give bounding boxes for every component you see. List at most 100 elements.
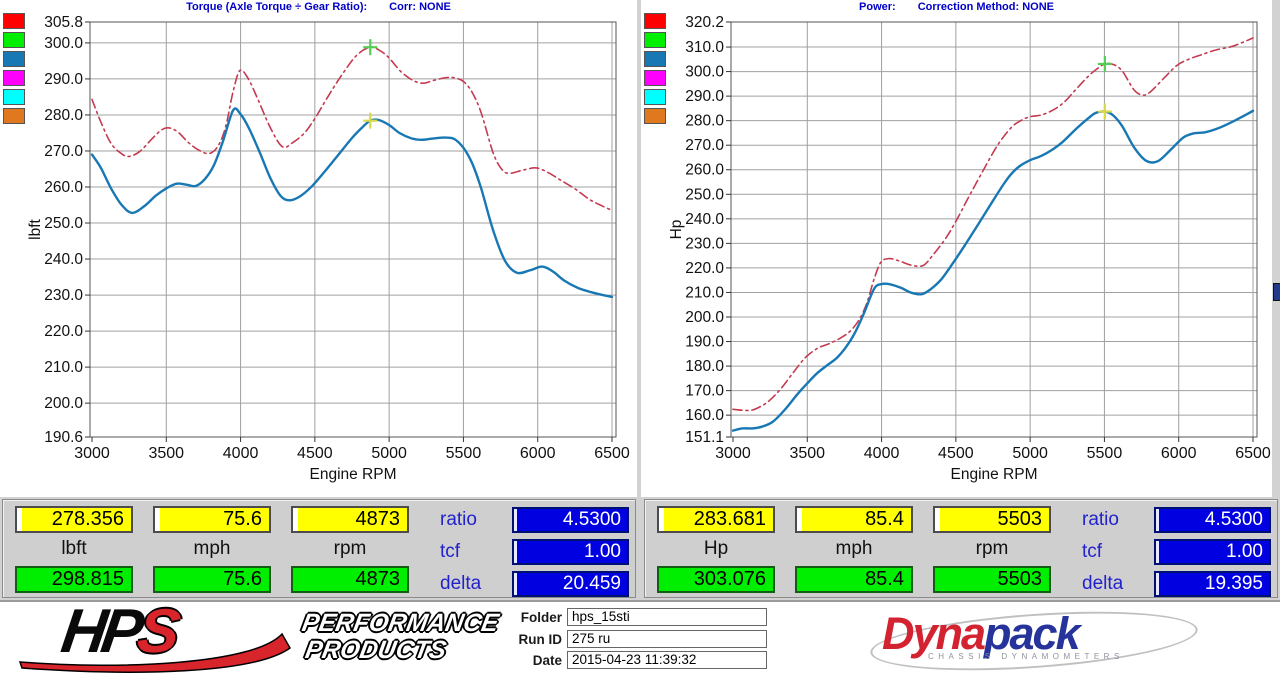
x-tick-label: 3500 — [148, 445, 184, 462]
x-tick-label: 4000 — [864, 445, 900, 462]
cursor-value-box: 85.4 — [795, 506, 913, 533]
plot-border — [730, 21, 1258, 438]
run-color-swatch[interactable] — [3, 13, 25, 29]
x-tick-label: 4000 — [223, 445, 259, 462]
y-tick-label: 190.6 — [44, 429, 83, 446]
torque-chart-title: Torque (Axle Torque ÷ Gear Ratio): Corr: … — [0, 1, 637, 13]
run-color-swatch[interactable] — [644, 89, 666, 105]
hps-tagline-line1: PERFORMANCE — [300, 609, 501, 637]
run-id-label: Run ID — [518, 632, 563, 647]
run-color-swatch[interactable] — [3, 70, 25, 86]
run-color-swatch[interactable] — [3, 32, 25, 48]
dynapack-logo: Dynapack CHASSIS DYNAMOMETERS — [868, 602, 1208, 674]
y-tick-label: 320.2 — [685, 14, 724, 31]
folder-label: Folder — [520, 610, 562, 625]
torque-plot-area[interactable]: 305.8 300.0 290.0 280.0 270.0 260.0 250.0 240.0… — [0, 0, 637, 497]
run-color-swatch[interactable] — [644, 13, 666, 29]
cursor-value-box: 5503 — [933, 506, 1051, 533]
power-correction-text: Correction Method: NONE — [917, 1, 1054, 13]
y-axis-title: lbft — [27, 218, 44, 239]
run-color-swatch[interactable] — [3, 89, 25, 105]
tcf-label: tcf — [440, 541, 461, 562]
tcf-field[interactable]: 1.00 — [1154, 539, 1271, 565]
x-tick-label: 6500 — [1235, 445, 1271, 462]
unit-label: rpm — [975, 538, 1009, 559]
delta-field[interactable]: 19.395 — [1154, 571, 1271, 597]
x-tick-label: 4500 — [297, 445, 333, 462]
cursor-value-box: 75.6 — [153, 506, 271, 533]
x-tick-label: 6000 — [520, 445, 556, 462]
hps-tagline: PERFORMANCE PRODUCTS — [295, 609, 501, 664]
y-tick-label: 290.0 — [685, 88, 724, 105]
y-tick-label: 300.0 — [685, 64, 724, 81]
x-tick-label: 4500 — [938, 445, 974, 462]
ratio-field[interactable]: 4.5300 — [512, 507, 629, 533]
hps-swoosh-graphic — [18, 632, 291, 673]
ratio-field[interactable]: 4.5300 — [1154, 507, 1271, 533]
hps-wordmark: HPS — [57, 597, 179, 666]
tcf-field[interactable]: 1.00 — [512, 539, 629, 565]
cursor-value-box: 4873 — [291, 506, 409, 533]
x-tick-label: 6500 — [594, 445, 630, 462]
hps-logo: HPS PERFORMANCE PRODUCTS — [14, 597, 501, 674]
run-id-field[interactable]: 275 ru — [567, 630, 767, 648]
run-color-legend — [644, 13, 668, 127]
run-color-legend — [3, 13, 27, 127]
y-tick-label: 220.0 — [44, 323, 83, 340]
y-tick-label: 180.0 — [685, 358, 724, 375]
y-tick-label: 160.0 — [685, 407, 724, 424]
y-tick-label: 290.0 — [44, 71, 83, 88]
power-chart-panel: Power: Correction Method: NONE 320.2 310.0… — [641, 0, 1272, 497]
y-tick-label: 260.0 — [44, 179, 83, 196]
run-color-swatch[interactable] — [644, 70, 666, 86]
y-tick-label: 220.0 — [685, 260, 724, 277]
y-tick-label: 260.0 — [685, 162, 724, 179]
y-tick-label: 280.0 — [685, 113, 724, 130]
run-color-swatch[interactable] — [3, 108, 25, 124]
run-color-swatch[interactable] — [3, 51, 25, 67]
y-tick-label: 200.0 — [685, 309, 724, 326]
footer-bar: HPS PERFORMANCE PRODUCTS Folder hps_15st… — [0, 597, 1280, 674]
dynapack-word-blue: pack — [984, 608, 1081, 659]
x-tick-label: 5500 — [1087, 445, 1123, 462]
date-field[interactable]: 2015-04-23 11:39:32 — [567, 651, 767, 669]
x-axis-title: Engine RPM — [950, 466, 1037, 483]
y-tick-label: 300.0 — [44, 35, 83, 52]
y-tick-label: 190.0 — [685, 334, 724, 351]
current-run-torque — [90, 107, 614, 299]
y-tick-label: 305.8 — [44, 14, 83, 31]
unit-label: lbft — [61, 538, 87, 559]
y-tick-label: 310.0 — [685, 39, 724, 56]
y-tick-label: 270.0 — [44, 143, 83, 160]
y-tick-label: 210.0 — [685, 284, 724, 301]
torque-chart-panel: Torque (Axle Torque ÷ Gear Ratio): Corr: … — [0, 0, 637, 497]
peak-value-box: 75.6 — [153, 566, 271, 593]
run-color-swatch[interactable] — [644, 51, 666, 67]
dynapack-wordmark: Dynapack — [882, 608, 1081, 660]
y-tick-label: 170.0 — [685, 383, 724, 400]
tcf-label: tcf — [1082, 541, 1103, 562]
unit-label: mph — [835, 538, 873, 559]
cursor-value-box: 278.356 — [15, 506, 133, 533]
splitter-handle[interactable] — [1273, 283, 1280, 301]
dynapack-word-red: Dyna — [882, 608, 986, 659]
peak-value-box: 303.076 — [657, 566, 775, 593]
run-color-swatch[interactable] — [644, 32, 666, 48]
plot-border — [89, 21, 617, 438]
torque-title-text: Torque (Axle Torque ÷ Gear Ratio): — [186, 1, 368, 13]
folder-field[interactable]: hps_15sti — [567, 608, 767, 626]
y-tick-label: 280.0 — [44, 107, 83, 124]
run-color-swatch[interactable] — [644, 108, 666, 124]
hps-tagline-line2: PRODUCTS — [303, 636, 449, 664]
hps-letters-black: HP — [57, 597, 144, 666]
unit-label: rpm — [333, 538, 367, 559]
torque-readout-panel: 278.356 lbft 298.815 75.6 mph 75.6 4873 … — [2, 499, 636, 598]
ratio-label: ratio — [1082, 509, 1119, 530]
power-plot-area[interactable]: 320.2 310.0 300.0 290.0 280.0 270.0 260.0 250.0… — [641, 0, 1272, 497]
power-chart-title: Power: Correction Method: NONE — [641, 1, 1272, 13]
peak-value-box: 4873 — [291, 566, 409, 593]
y-tick-label: 151.1 — [685, 429, 724, 446]
peak-value-box: 298.815 — [15, 566, 133, 593]
delta-field[interactable]: 20.459 — [512, 571, 629, 597]
